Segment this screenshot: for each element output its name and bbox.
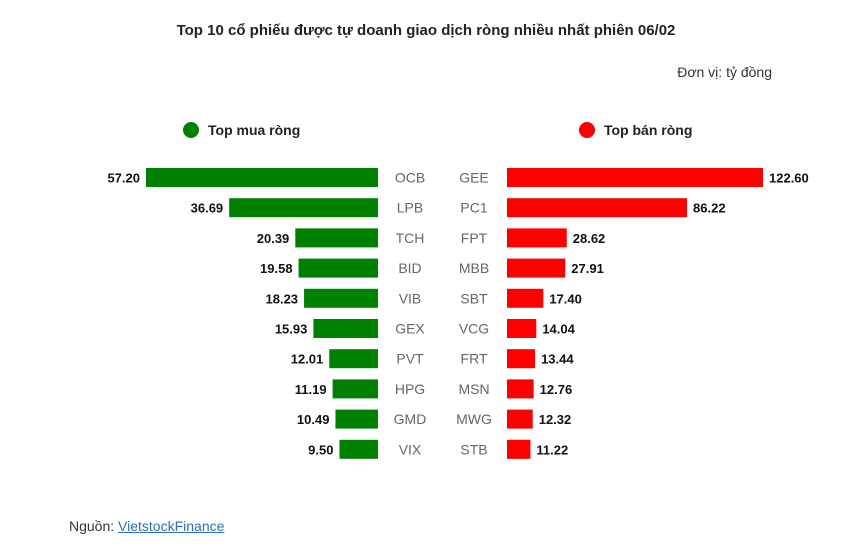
sell-bar (507, 409, 533, 429)
sell-category-label: MWG (456, 411, 492, 427)
legend-buy: Top mua ròng (183, 122, 300, 138)
sell-bar (507, 379, 534, 399)
sell-bar (507, 319, 537, 338)
sell-bar (507, 228, 567, 248)
buy-bar (313, 319, 378, 338)
sell-value-label: 122.60 (769, 171, 809, 186)
source-link[interactable]: VietstockFinance (118, 518, 225, 534)
legend-buy-dot (183, 122, 199, 138)
buy-category-label: VIB (399, 290, 422, 306)
buy-bar (229, 198, 378, 218)
legend-sell-label: Top bán ròng (604, 122, 693, 138)
buy-value-label: 10.49 (297, 412, 330, 427)
sell-category-label: SBT (460, 290, 488, 306)
buy-value-label: 36.69 (191, 201, 224, 216)
buy-category-label: PVT (396, 351, 424, 367)
sell-category-label: FPT (461, 230, 488, 246)
buy-value-label: 18.23 (266, 291, 299, 306)
buy-category-label: GMD (394, 411, 427, 427)
sell-bar (507, 439, 531, 459)
legend-sell: Top bán ròng (579, 122, 692, 138)
buy-bar (298, 258, 378, 278)
sell-bar (507, 198, 688, 218)
buy-bar (332, 379, 378, 399)
buy-category-label: GEX (395, 321, 425, 337)
legend-buy-label: Top mua ròng (208, 122, 301, 138)
buy-value-label: 9.50 (308, 442, 333, 457)
buy-bar (339, 439, 378, 459)
sell-value-label: 27.91 (571, 261, 604, 276)
sell-value-label: 12.32 (539, 412, 572, 427)
buy-value-label: 11.19 (295, 382, 327, 397)
legend-sell-dot (579, 122, 595, 138)
buy-bar (295, 228, 378, 248)
buy-value-label: 19.58 (260, 261, 293, 276)
buy-category-label: HPG (395, 381, 425, 397)
buy-value-label: 15.93 (275, 322, 308, 337)
sell-bar (507, 168, 763, 187)
sell-category-label: GEE (459, 170, 489, 186)
sell-value-label: 86.22 (693, 201, 726, 216)
buy-category-label: OCB (395, 170, 425, 186)
sell-bar (507, 349, 536, 369)
sell-value-label: 14.04 (542, 322, 575, 337)
buy-value-label: 20.39 (257, 231, 290, 246)
sell-value-label: 28.62 (573, 231, 606, 246)
buy-value-label: 57.20 (107, 171, 140, 186)
buy-bar (146, 168, 378, 187)
chart-title: Top 10 cổ phiếu được tự doanh giao dịch … (176, 22, 676, 39)
sell-category-label: VCG (459, 321, 489, 337)
sell-category-label: MSN (458, 381, 489, 397)
buy-bar (335, 409, 378, 429)
sell-bar (507, 288, 544, 308)
buy-bar (329, 349, 378, 369)
sell-value-label: 17.40 (549, 291, 582, 306)
source-line: Nguồn: VietstockFinance (69, 518, 224, 534)
buy-category-label: BID (398, 260, 421, 276)
sell-category-label: STB (460, 441, 487, 457)
sell-value-label: 13.44 (541, 352, 574, 367)
unit-label: Đơn vị: tỷ đồng (677, 64, 772, 80)
sell-category-label: PC1 (460, 200, 487, 216)
sell-category-label: MBB (459, 260, 489, 276)
buy-value-label: 12.01 (291, 352, 324, 367)
source-label: Nguồn: (69, 518, 119, 534)
buy-category-label: TCH (396, 230, 425, 246)
buy-category-label: LPB (397, 200, 423, 216)
sell-value-label: 12.76 (540, 382, 573, 397)
sell-value-label: 11.22 (536, 442, 568, 457)
sell-category-label: FRT (461, 351, 488, 367)
sell-bar (507, 258, 566, 278)
buy-bar (304, 288, 378, 308)
buy-category-label: VIX (399, 441, 422, 457)
